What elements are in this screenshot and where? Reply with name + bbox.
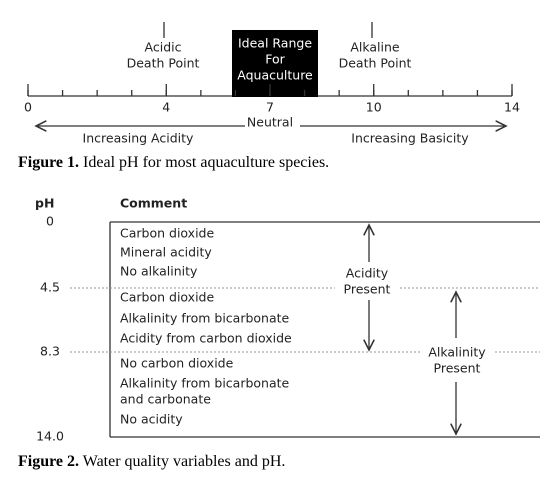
basicity-label: Increasing Basicity	[351, 131, 469, 146]
tick-label: 7	[266, 100, 274, 115]
header: pH	[35, 196, 54, 211]
comment: Mineral acidity	[120, 245, 212, 260]
comment: Acidity from carbon dioxide	[120, 331, 292, 346]
comment: Carbon dioxide	[120, 226, 214, 241]
ideal-range: Aquaculture	[237, 68, 313, 83]
tick-label: 0	[24, 100, 32, 115]
caption-text: Water quality variables and pH.	[83, 453, 286, 470]
ph-value: 8.3	[40, 344, 60, 359]
caption-label: Figure 1.	[18, 154, 79, 171]
caption: Figure 1. Ideal pH for most aquaculture …	[18, 154, 329, 171]
ph-value: 0	[46, 214, 54, 229]
acidity-present: Acidity	[346, 266, 389, 281]
tick-label: 14	[504, 100, 520, 115]
caption-label: Figure 2.	[18, 453, 79, 470]
ideal-range: For	[265, 52, 285, 67]
comment: Alkalinity from bicarbonate	[120, 376, 290, 391]
alkaline-label: Alkaline	[350, 40, 400, 55]
comment: Alkalinity from bicarbonate	[120, 311, 290, 326]
alkalinity-present: Alkalinity	[428, 345, 486, 360]
ph-value: 14.0	[36, 429, 64, 444]
tick-label: 10	[366, 100, 382, 115]
neutral: Neutral	[247, 115, 293, 130]
ph-value: 14.0	[36, 429, 64, 444]
ph-value: 8.3	[40, 344, 60, 359]
comment: No acidity	[120, 412, 183, 427]
header: Comment	[120, 196, 187, 211]
acidity-present: Present	[344, 282, 391, 297]
caption: Figure 2. Water quality variables and pH…	[18, 453, 285, 470]
comment: No carbon dioxide	[120, 356, 234, 371]
comment: and carbonate	[120, 392, 211, 407]
caption-text: Ideal pH for most aquaculture species.	[83, 154, 329, 171]
tick-label: 4	[162, 100, 170, 115]
acidic-label: Death Point	[127, 56, 200, 71]
alkaline-label: Death Point	[339, 56, 412, 71]
ideal-range: Ideal Range	[238, 36, 312, 51]
acidity-label: Increasing Acidity	[83, 131, 194, 146]
comment: No alkalinity	[120, 264, 198, 279]
acidic-label: Acidic	[145, 40, 182, 55]
ideal-box	[232, 30, 318, 97]
ph-value: 4.5	[40, 280, 60, 295]
ph-value: 0	[46, 214, 54, 229]
ph-value: 4.5	[40, 280, 60, 295]
alkalinity-present: Present	[434, 361, 481, 376]
comment: Carbon dioxide	[120, 290, 214, 305]
